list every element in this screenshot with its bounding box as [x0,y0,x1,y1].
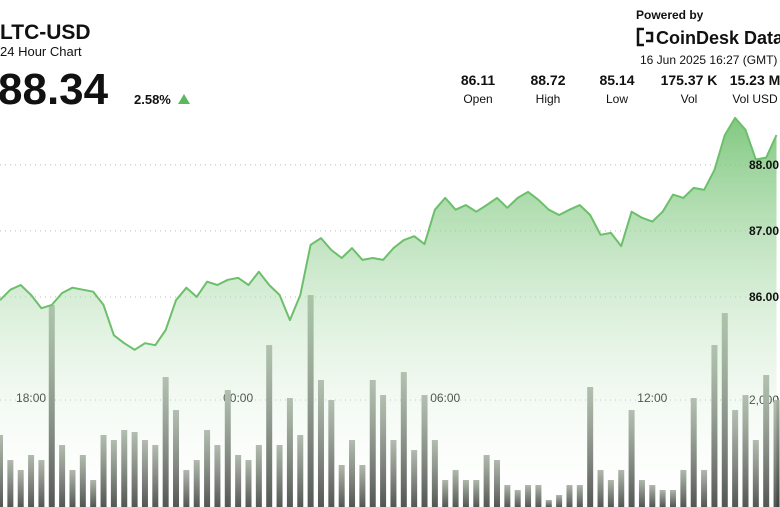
stat-value: 88.72 [530,72,565,88]
stat-label: Vol [681,92,698,106]
y-tick-label: 87.00 [749,224,779,238]
stat-label: High [536,92,561,106]
stat-value: 86.11 [461,72,495,88]
timestamp: 16 Jun 2025 16:27 (GMT) [640,53,777,67]
brand-logo [636,27,654,47]
title: LTC-USD [0,21,91,44]
price-line [0,116,778,351]
y-tick-label: 88.00 [749,158,779,172]
up-arrow [178,94,190,104]
stat-value: 175.37 K [661,72,718,88]
subtitle: 24 Hour Chart [0,44,82,59]
powered-by: Powered by [636,8,704,22]
stat-label: Vol USD [732,92,778,106]
stat-value: 85.14 [599,72,634,88]
stat-label: Open [463,92,492,106]
brand: CoinDesk Data [656,28,780,48]
stat-value: 15.23 M [730,72,780,88]
change: 2.58% [134,92,171,107]
volume-bar [773,400,780,507]
y-tick-label: 86.00 [749,290,779,304]
stats: 86.11 Open 88.72 High 85.14 Low 175.37 K Vol 15.… [461,72,780,106]
price: 88.34 [0,65,109,114]
stat-label: Low [606,92,628,106]
price-area [0,117,777,507]
